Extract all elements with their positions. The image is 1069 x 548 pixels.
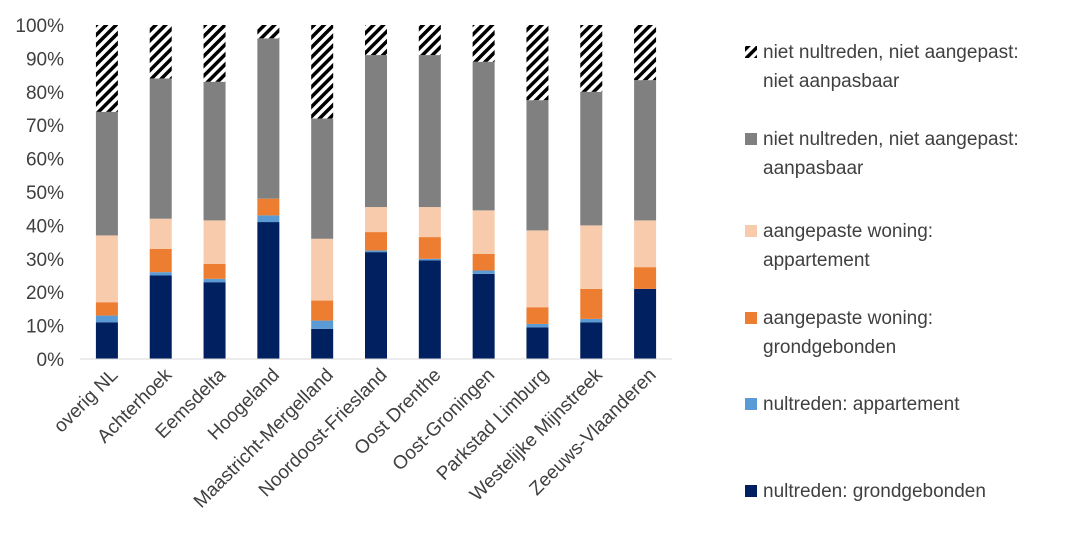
legend-label-0: niet aanpasbaar bbox=[763, 71, 900, 92]
bar-segment-0-0 bbox=[95, 322, 118, 359]
legend-label-5: nultreden: grondgebonden bbox=[763, 481, 986, 502]
bar-segment-10-4 bbox=[634, 80, 657, 221]
y-tick-label: 40% bbox=[26, 216, 64, 237]
bar-segment-1-0 bbox=[149, 275, 172, 359]
bar-segment-1-5 bbox=[149, 25, 172, 79]
legend-swatch-5 bbox=[745, 485, 757, 497]
bar-segment-5-3 bbox=[365, 207, 387, 233]
legend-swatch-4 bbox=[745, 398, 757, 410]
legend-label-2: appartement bbox=[763, 250, 870, 271]
bar-segment-8-5 bbox=[526, 25, 549, 101]
bar-segment-8-2 bbox=[526, 307, 549, 324]
legend-swatch-0 bbox=[745, 46, 757, 58]
legend-swatch-1 bbox=[745, 133, 757, 145]
bars bbox=[95, 25, 657, 359]
y-tick-label: 20% bbox=[26, 283, 64, 304]
bar-segment-4-4 bbox=[311, 118, 334, 239]
bar-segment-8-4 bbox=[526, 100, 549, 231]
bar-segment-9-5 bbox=[580, 25, 603, 92]
bar-segment-2-0 bbox=[203, 282, 226, 359]
y-tick-label: 80% bbox=[26, 83, 64, 104]
bar-segment-7-2 bbox=[472, 253, 495, 271]
y-tick-label: 0% bbox=[37, 350, 65, 371]
y-axis: 0% 10% 20% 30% 40% 50% 60% 70% 80% 90% 100% bbox=[15, 16, 64, 371]
bar-segment-6-2 bbox=[418, 237, 441, 259]
bar-segment-1-2 bbox=[149, 248, 172, 273]
legend-label-0: niet nultreden, niet aangepast: bbox=[763, 42, 1019, 63]
y-tick-label: 10% bbox=[26, 317, 64, 338]
bar-segment-6-5 bbox=[418, 25, 441, 56]
bar-segment-3-1 bbox=[257, 215, 280, 223]
y-tick-label: 90% bbox=[26, 49, 64, 70]
bar-segment-0-4 bbox=[95, 111, 118, 236]
legend-swatch-2 bbox=[745, 225, 757, 237]
legend-label-4: nultreden: appartement bbox=[763, 394, 960, 415]
bar-segment-6-1 bbox=[418, 258, 441, 261]
bar-segment-3-5 bbox=[257, 25, 280, 39]
bar-segment-5-5 bbox=[365, 25, 387, 56]
bar-segment-8-3 bbox=[526, 230, 549, 308]
bar-segment-7-1 bbox=[472, 270, 495, 274]
bar-segment-5-0 bbox=[365, 252, 387, 359]
bar-segment-0-3 bbox=[95, 235, 118, 303]
bar-segment-0-1 bbox=[95, 315, 118, 323]
bar-segment-10-0 bbox=[634, 288, 657, 359]
bar-segment-9-1 bbox=[580, 318, 603, 323]
bar-segment-9-3 bbox=[580, 225, 603, 289]
bar-segment-4-5 bbox=[311, 25, 334, 119]
bar-segment-8-1 bbox=[526, 323, 549, 328]
y-tick-label: 70% bbox=[26, 116, 64, 137]
bar-segment-10-5 bbox=[634, 25, 657, 81]
bar-segment-5-2 bbox=[365, 232, 387, 251]
bar-segment-9-4 bbox=[580, 91, 603, 226]
legend-label-1: niet nultreden, niet aangepast: bbox=[763, 129, 1019, 150]
bar-segment-10-2 bbox=[634, 267, 657, 289]
bar-segment-2-2 bbox=[203, 263, 226, 279]
y-tick-label: 60% bbox=[26, 150, 64, 171]
bar-segment-10-3 bbox=[634, 220, 657, 268]
bar-segment-0-5 bbox=[95, 25, 118, 112]
bar-segment-8-0 bbox=[526, 327, 549, 359]
bar-segment-6-3 bbox=[418, 207, 441, 238]
legend-label-1: aanpasbaar bbox=[763, 158, 864, 179]
legend-swatch-3 bbox=[745, 312, 757, 324]
bar-segment-7-4 bbox=[472, 61, 495, 211]
legend-label-2: aangepaste woning: bbox=[763, 221, 933, 242]
bar-segment-1-4 bbox=[149, 78, 172, 219]
bar-segment-5-4 bbox=[365, 55, 387, 208]
bar-segment-9-0 bbox=[580, 322, 603, 359]
legend-label-3: aangepaste woning: bbox=[763, 308, 933, 329]
bar-segment-5-1 bbox=[365, 250, 387, 253]
bar-segment-2-3 bbox=[203, 220, 226, 264]
bar-segment-4-2 bbox=[311, 300, 334, 321]
y-tick-label: 30% bbox=[26, 250, 64, 271]
x-axis-labels: overig NLAchterhoekEemsdeltaHoogelandMaa… bbox=[50, 364, 661, 512]
bar-segment-2-4 bbox=[203, 81, 226, 221]
bar-segment-3-0 bbox=[257, 222, 280, 359]
bar-segment-2-5 bbox=[203, 25, 226, 82]
bar-segment-7-5 bbox=[472, 25, 495, 62]
bar-segment-7-0 bbox=[472, 273, 495, 359]
bar-segment-3-4 bbox=[257, 38, 280, 199]
bar-segment-1-1 bbox=[149, 272, 172, 276]
legend-label-3: grondgebonden bbox=[763, 337, 896, 358]
bar-segment-0-2 bbox=[95, 302, 118, 316]
bar-segment-7-3 bbox=[472, 210, 495, 254]
bar-segment-2-1 bbox=[203, 278, 226, 283]
bar-segment-6-4 bbox=[418, 55, 441, 208]
y-tick-label: 100% bbox=[15, 16, 64, 37]
bar-segment-4-0 bbox=[311, 328, 334, 359]
bar-segment-9-2 bbox=[580, 288, 603, 319]
bar-segment-4-3 bbox=[311, 238, 334, 301]
bar-segment-4-1 bbox=[311, 320, 334, 329]
legend: niet nultreden, niet aangepast: niet aanp… bbox=[745, 42, 1019, 502]
bar-segment-6-0 bbox=[418, 260, 441, 359]
bar-segment-1-3 bbox=[149, 218, 172, 249]
bar-segment-3-2 bbox=[257, 198, 280, 216]
y-tick-label: 50% bbox=[26, 183, 64, 204]
